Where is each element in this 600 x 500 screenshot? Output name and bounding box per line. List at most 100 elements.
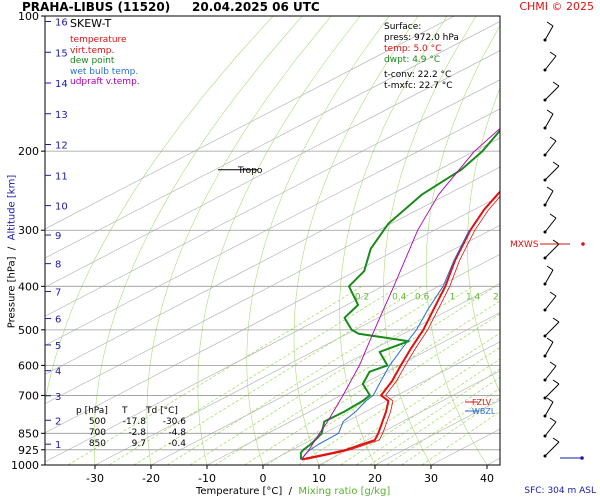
surface-title: Surface: bbox=[384, 22, 422, 32]
y-tick-label: 850 bbox=[18, 427, 39, 440]
isotherm-line bbox=[206, 312, 500, 465]
sounding-datetime: 20.04.2025 06 UTC bbox=[192, 0, 320, 14]
isotherm-line bbox=[150, 283, 500, 465]
table-header-row: p [hPa] T Td [°C] bbox=[76, 406, 186, 417]
wind-barb bbox=[543, 109, 554, 130]
mixing-ratio-label: 1 bbox=[450, 292, 456, 302]
wind-barb bbox=[543, 417, 557, 438]
wind-barb-flag bbox=[546, 186, 554, 192]
wind-barb bbox=[543, 337, 554, 358]
table-row: 700 -2.8 -4.8 bbox=[76, 428, 186, 439]
wind-barb-dot bbox=[543, 414, 547, 418]
wind-barb-flag bbox=[546, 265, 554, 271]
wind-barb-staff bbox=[544, 321, 560, 337]
wind-barb bbox=[543, 51, 557, 72]
mxws-label: MXWS bbox=[510, 240, 539, 250]
mixing-ratio-line bbox=[386, 387, 500, 465]
y-axis-title: Pressure [hPa] / Altitude [km] bbox=[7, 122, 18, 382]
y-tick-label: 925 bbox=[18, 444, 39, 457]
wind-barb-flag bbox=[549, 291, 557, 297]
altitude-tick-label: 9 bbox=[55, 231, 61, 242]
x-tick-label: -30 bbox=[86, 472, 104, 485]
table-cell: -17.8 bbox=[122, 417, 146, 427]
plot-area bbox=[45, 16, 500, 465]
wind-barb-staff bbox=[544, 85, 560, 101]
isotherm-line bbox=[45, 166, 500, 405]
series-line-wet-bulb-temp bbox=[300, 229, 470, 460]
wind-barb-dot bbox=[543, 126, 547, 130]
surface-info: Surface: press: 972.0 hPa temp: 5.0 °C d… bbox=[384, 22, 459, 92]
wind-barb-staff bbox=[544, 441, 560, 457]
wind-barb-dot bbox=[543, 434, 547, 438]
surface-temp: temp: 5.0 °C bbox=[384, 44, 442, 54]
altitude-tick-label: 6 bbox=[55, 315, 61, 326]
surface-tconv: t-conv: 22.2 °C bbox=[384, 70, 452, 80]
isotherm-line bbox=[45, 16, 455, 230]
x-tick-label: 0 bbox=[260, 472, 267, 485]
wind-barb-flag bbox=[552, 317, 560, 323]
mixing-ratio-label: 0.2 bbox=[355, 292, 369, 302]
altitude-tick-label: 1 bbox=[55, 440, 61, 451]
y-tick-label: 200 bbox=[18, 145, 39, 158]
legend-item-virt-temp: virt.temp. bbox=[70, 45, 115, 56]
surface-dwpt: dwpt: 4.9 °C bbox=[384, 55, 441, 65]
y-tick-label: 100 bbox=[18, 10, 39, 23]
table-cell: -4.8 bbox=[168, 428, 186, 438]
wind-barb-dot bbox=[543, 203, 547, 207]
x-tick-label: 10 bbox=[312, 472, 326, 485]
y-axis-title-pressure: Pressure [hPa] bbox=[6, 256, 18, 329]
wind-barb bbox=[543, 213, 557, 234]
legend-item-wet-bulb: wet bulb temp. bbox=[70, 66, 139, 77]
mixing-ratio-label: 2 bbox=[493, 292, 499, 302]
x-axis-title-mixing: Mixing ratio [g/kg] bbox=[298, 486, 391, 497]
altitude-tick-label: 11 bbox=[55, 171, 68, 182]
wind-barb bbox=[543, 379, 560, 400]
wind-barb bbox=[543, 265, 554, 286]
wind-barb-dot bbox=[543, 178, 547, 182]
mixing-ratio-line bbox=[214, 286, 497, 465]
wind-barb-dot bbox=[543, 378, 547, 382]
table-cell: -30.6 bbox=[162, 417, 186, 427]
wind-barb-staff bbox=[544, 217, 557, 233]
mixing-ratio-line bbox=[321, 346, 500, 465]
wind-barb-flag bbox=[552, 81, 560, 87]
wind-barb-staff bbox=[544, 295, 557, 311]
wind-barb-staff bbox=[544, 341, 554, 357]
wind-barb bbox=[543, 361, 557, 382]
wind-barb-dot bbox=[543, 334, 547, 338]
y-axis-title-sep: / bbox=[6, 243, 18, 254]
mixing-ratio-label: 0.4 bbox=[392, 292, 407, 302]
wind-barb-dot bbox=[543, 396, 547, 400]
y-tick-label: 700 bbox=[18, 389, 39, 402]
isotherm-line bbox=[486, 457, 500, 465]
wind-barb-dot bbox=[543, 153, 547, 157]
altitude-tick-label: 4 bbox=[55, 367, 61, 378]
wind-barb-flag bbox=[546, 109, 554, 115]
wind-barb-staff bbox=[544, 243, 560, 259]
wind-barb-dot bbox=[543, 454, 547, 458]
series-line-udpraft-v-temp bbox=[301, 127, 500, 460]
wind-barb bbox=[543, 21, 554, 42]
mixing-ratio-label: 0.6 bbox=[415, 292, 430, 302]
dry-adiabat bbox=[467, 87, 500, 394]
wind-barb-staff bbox=[544, 165, 560, 181]
wind-barb-staff bbox=[544, 401, 554, 417]
legend-title: SKEW-T bbox=[70, 17, 112, 30]
wind-barb bbox=[543, 81, 560, 102]
isotherm-line bbox=[45, 137, 500, 375]
mxws-dot bbox=[581, 242, 585, 246]
wind-barb-dot bbox=[543, 308, 547, 312]
isotherm-line bbox=[45, 195, 500, 434]
mixing-ratio-line bbox=[340, 358, 500, 465]
wind-barb-flag bbox=[552, 379, 560, 385]
x-tick-label: 30 bbox=[424, 472, 438, 485]
wind-barb-dot bbox=[543, 354, 547, 358]
altitude-tick-label: 8 bbox=[55, 260, 61, 271]
mixing-ratio-line bbox=[68, 286, 363, 465]
wind-barb-flag bbox=[552, 161, 560, 167]
wind-barb bbox=[543, 161, 560, 182]
isotherm-line bbox=[318, 370, 500, 465]
isotherm-line bbox=[45, 224, 500, 463]
